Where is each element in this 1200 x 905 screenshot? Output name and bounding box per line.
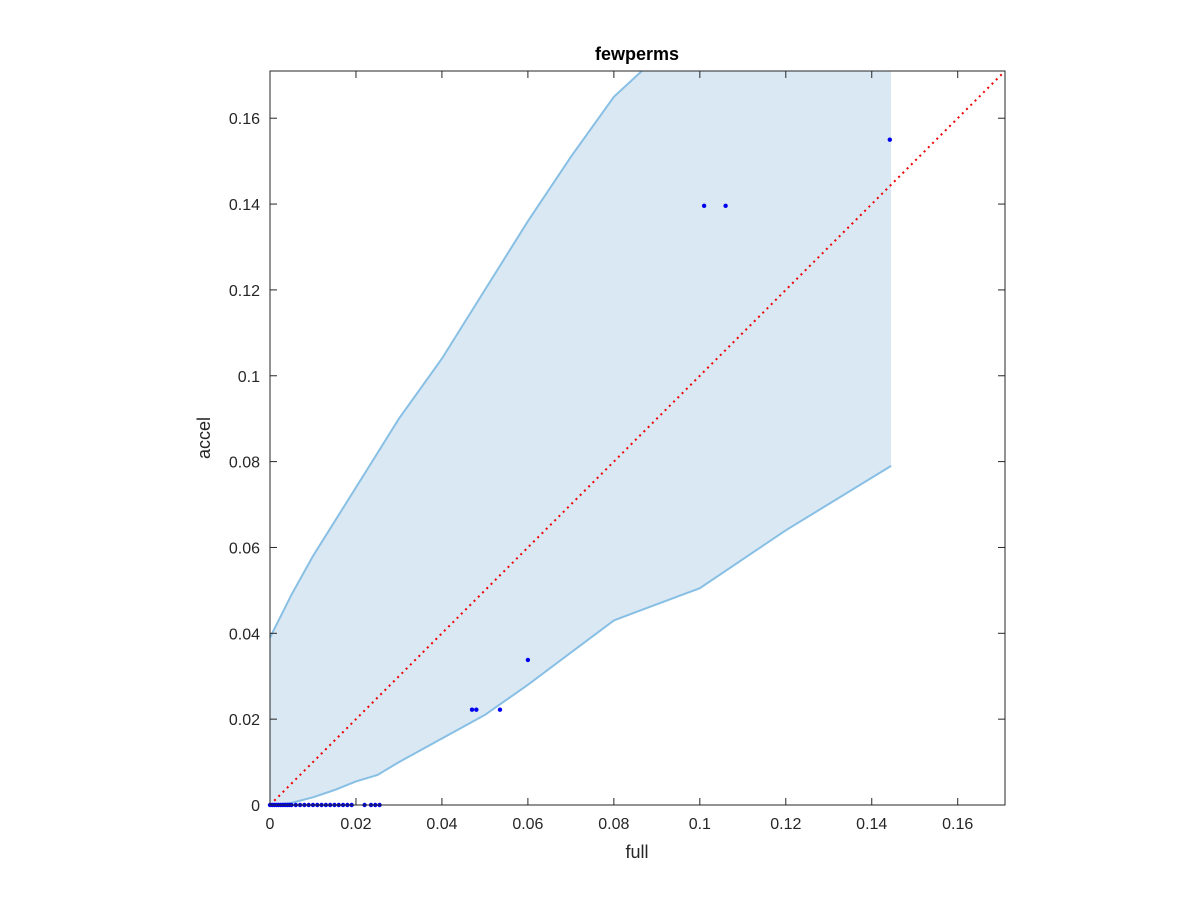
y-tick-label: 0.16	[229, 111, 260, 128]
x-axis-ticks: 0 0.02 0.04 0.06 0.08 0.1 0.12 0.14 0.16	[266, 71, 973, 833]
reference-line-y-equals-x	[269, 70, 1006, 806]
x-axis-title: full	[625, 842, 648, 862]
x-tick-label: 0.02	[340, 816, 371, 833]
y-tick-label: 0.14	[229, 197, 260, 214]
y-tick-label: 0.06	[229, 540, 260, 557]
plot-area-frame	[269, 70, 1006, 806]
y-axis-ticks: 0 0.02 0.04 0.06 0.08 0.1 0.12 0.14 0.16	[229, 111, 1005, 815]
y-axis-title: accel	[194, 417, 214, 459]
x-tick-label: 0.1	[689, 816, 711, 833]
data-point	[497, 707, 503, 712]
x-tick-label: 0.12	[770, 816, 801, 833]
data-point	[887, 137, 893, 142]
y-tick-label: 0	[251, 798, 260, 815]
y-tick-label: 0.08	[229, 455, 260, 472]
x-tick-label: 0.16	[942, 816, 973, 833]
y-tick-label: 0.1	[238, 369, 260, 386]
x-tick-label: 0.06	[512, 816, 543, 833]
data-point	[723, 203, 728, 208]
data-point	[474, 707, 479, 712]
x-tick-label: 0.04	[426, 816, 457, 833]
y-tick-label: 0.04	[229, 626, 260, 643]
y-tick-label: 0.02	[229, 712, 260, 729]
x-tick-label: 0	[266, 816, 275, 833]
confidence-band-upper-edge	[269, 70, 643, 639]
data-point	[701, 203, 707, 208]
y-tick-label: 0.12	[229, 283, 260, 300]
confidence-band-lower-edge	[269, 465, 892, 806]
x-tick-label: 0.08	[598, 816, 629, 833]
x-tick-label: 0.14	[856, 816, 887, 833]
chart-title: fewperms	[595, 44, 679, 64]
data-point	[469, 707, 475, 712]
confidence-band-layer	[269, 70, 892, 806]
data-point	[525, 657, 531, 663]
reference-line-layer	[269, 70, 1006, 806]
confidence-band-fill	[270, 71, 892, 805]
